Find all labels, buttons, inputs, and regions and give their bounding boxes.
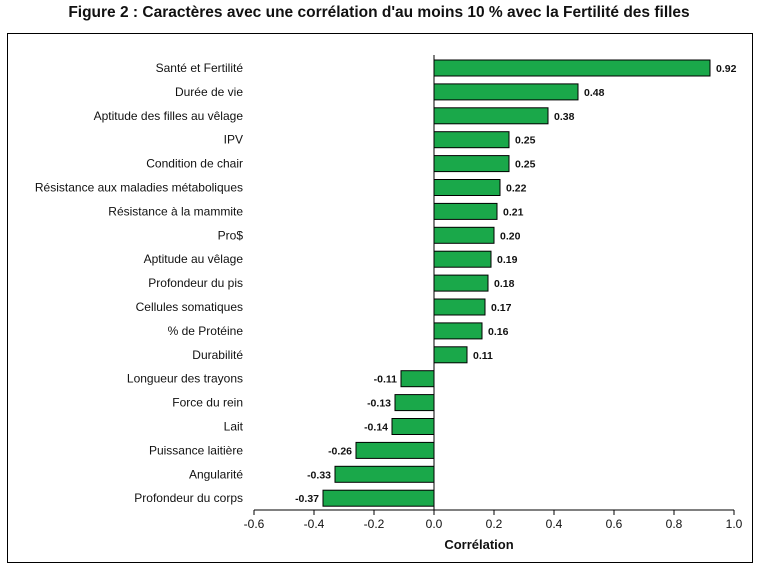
category-label: Lait	[224, 420, 244, 434]
category-label: Angularité	[189, 467, 243, 481]
data-label: 0.25	[515, 135, 536, 147]
x-tick-label: 1.0	[726, 517, 743, 531]
data-label: -0.11	[374, 374, 398, 386]
bar	[433, 83, 579, 101]
data-label: 0.20	[500, 230, 521, 242]
category-label: Profondeur du corps	[134, 491, 243, 505]
x-tick-label: 0.8	[666, 517, 683, 531]
bar	[334, 465, 435, 483]
data-label: 0.11	[473, 350, 493, 362]
bar	[433, 226, 495, 244]
bar	[391, 418, 435, 435]
x-tick-label: 0.2	[486, 517, 503, 531]
bar	[322, 489, 435, 507]
chart-frame	[7, 33, 753, 563]
category-label: Résistance à la mammite	[108, 204, 243, 218]
bar	[433, 202, 498, 220]
bar	[433, 346, 468, 364]
category-label: Longueur des trayons	[127, 372, 243, 386]
x-tick-label: 0.4	[546, 517, 563, 531]
chart-title: Figure 2 : Caractères avec une corrélati…	[68, 4, 690, 21]
data-label: 0.38	[554, 111, 575, 123]
x-tick-label: -0.2	[364, 517, 385, 531]
data-label: 0.19	[497, 254, 518, 266]
data-label: -0.33	[307, 469, 331, 481]
data-label: 0.22	[506, 183, 527, 195]
category-label: Pro$	[218, 228, 244, 242]
bar	[394, 394, 435, 412]
data-label: 0.48	[584, 87, 605, 99]
category-label: Puissance laitière	[149, 443, 243, 457]
bar	[433, 131, 510, 149]
data-label: 0.16	[488, 326, 509, 338]
bar	[433, 179, 501, 196]
category-label: Cellules somatiques	[136, 300, 243, 314]
bar	[433, 250, 492, 268]
category-label: Santé et Fertilité	[156, 61, 244, 75]
data-label: -0.37	[295, 493, 319, 505]
category-label: % de Protéine	[168, 324, 244, 338]
data-label: 0.18	[494, 278, 515, 290]
bar	[433, 274, 489, 292]
data-label: -0.14	[364, 422, 388, 434]
bar	[433, 155, 510, 173]
x-tick-label: 0.0	[426, 517, 443, 531]
data-label: 0.21	[503, 206, 524, 218]
category-label: Aptitude au vêlage	[144, 252, 244, 266]
category-label: Durée de vie	[175, 85, 243, 99]
data-label: -0.13	[367, 398, 391, 410]
data-label: -0.26	[328, 445, 352, 457]
bar	[433, 322, 483, 340]
category-label: Condition de chair	[146, 157, 243, 171]
x-tick-label: -0.4	[304, 517, 325, 531]
data-label: 0.25	[515, 159, 536, 171]
category-label: Force du rein	[172, 396, 243, 410]
x-tick-label: 0.6	[606, 517, 623, 531]
data-label: 0.92	[716, 63, 737, 75]
category-label: Aptitude des filles au vêlage	[94, 109, 244, 123]
bar	[433, 107, 549, 125]
x-tick-label: -0.6	[244, 517, 265, 531]
bar	[433, 298, 486, 316]
category-label: Résistance aux maladies métaboliques	[35, 181, 243, 195]
category-label: IPV	[224, 133, 243, 147]
category-label: Profondeur du pis	[148, 276, 243, 290]
bar	[355, 441, 435, 459]
data-label: 0.17	[491, 302, 512, 314]
bar	[400, 370, 435, 388]
bar	[433, 59, 711, 77]
x-axis-label: Corrélation	[444, 537, 513, 552]
category-label: Durabilité	[192, 348, 243, 362]
